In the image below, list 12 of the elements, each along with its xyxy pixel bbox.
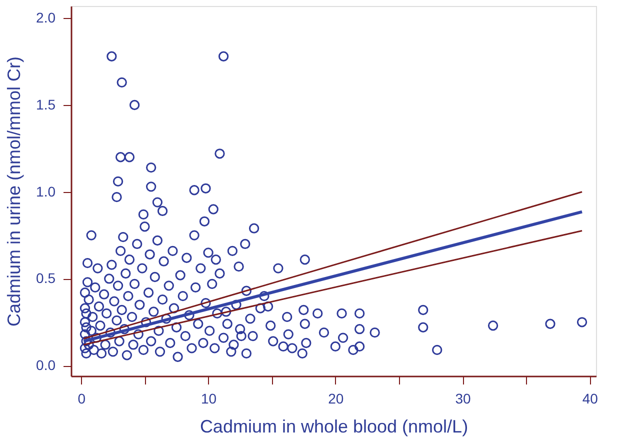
y-tick-label: 1.5 — [36, 96, 56, 113]
y-tick-label: 1.0 — [36, 183, 56, 200]
x-tick-label: 0 — [78, 390, 86, 406]
x-tick-label: 40 — [582, 390, 598, 406]
x-tick-label: 30 — [455, 390, 472, 406]
x-tick-label: 20 — [328, 390, 344, 406]
y-tick-label: 0.5 — [36, 270, 56, 286]
y-tick-label: 0.0 — [36, 357, 56, 374]
y-tick-label: 2.0 — [36, 10, 56, 26]
y-axis-title: Cadmium in urine (nmol/mmol Cr) — [4, 56, 24, 327]
x-tick-label: 10 — [201, 390, 217, 406]
x-axis-title: Cadmium in whole blood (nmol/L) — [200, 416, 468, 436]
